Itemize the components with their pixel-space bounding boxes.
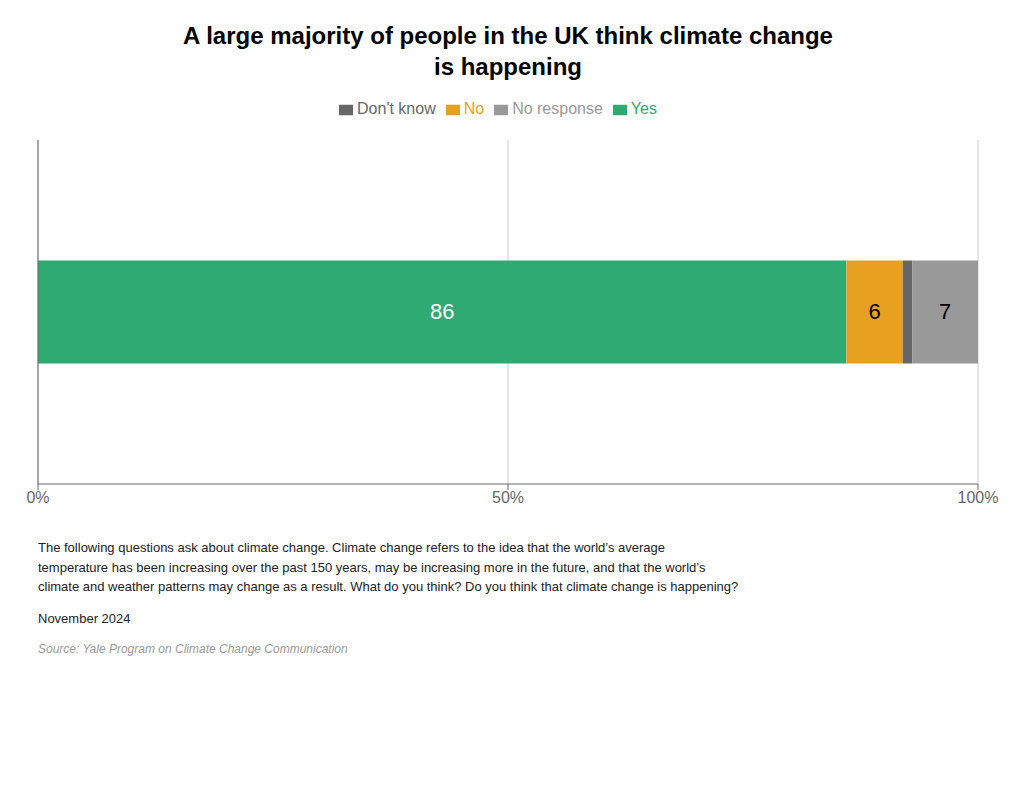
html-text:No response: No response [512, 100, 603, 118]
html-text:Source: Yale Program on Climat: Source: Yale Program on Climate Change C… [38, 642, 348, 657]
html-text:temperature has been increasin: temperature has been increasing over the… [38, 559, 706, 575]
html-text:Yes: Yes [630, 100, 657, 118]
html-text:A large majority of people in: A large majority of people in the UK thi… [183, 22, 833, 49]
html-text:Don't know: Don't know [357, 100, 436, 118]
html-text:No: No [463, 100, 485, 118]
html-text:climate and weather patterns m: climate and weather patterns may change … [38, 579, 739, 595]
svg-text:0%: 0% [26, 490, 49, 507]
svg-text:86: 86 [430, 300, 454, 325]
svg-text:100%: 100% [958, 490, 999, 507]
html-text:is happening: is happening [434, 53, 582, 81]
svg-text:50%: 50% [492, 490, 524, 507]
svg-text:6: 6 [868, 300, 880, 325]
html-text:The following questions ask ab: The following questions ask about climat… [38, 540, 665, 556]
html-text:November 2024: November 2024 [38, 610, 131, 626]
svg-text:7: 7 [939, 300, 951, 325]
